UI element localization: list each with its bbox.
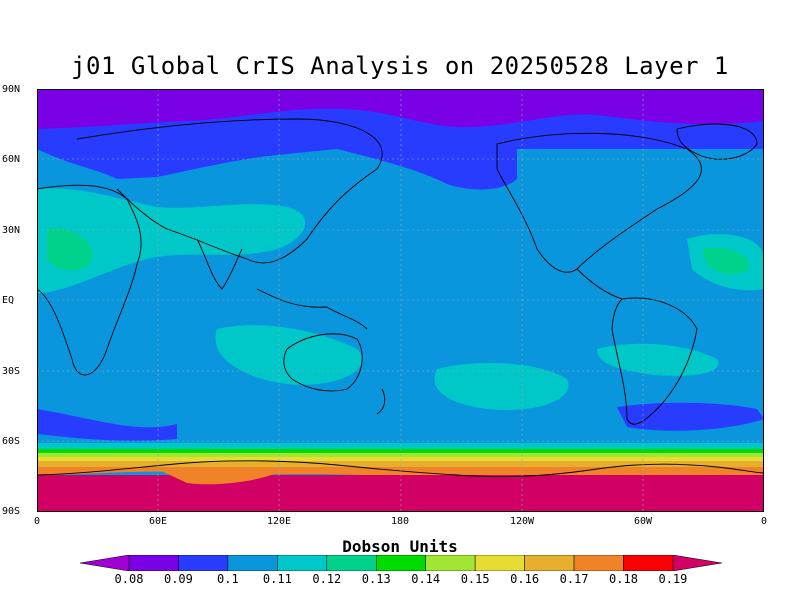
global-ozone-map [37, 89, 764, 512]
colorbar-box [623, 555, 674, 571]
colorbar-tick-label: 0.12 [312, 572, 342, 586]
lon-label-120w: 120W [509, 516, 535, 527]
colorbar-tick-label: 0.17 [559, 572, 589, 586]
lat-label-90s: 90S [2, 506, 21, 517]
field-southern-low [37, 409, 177, 441]
lat-label-60s: 60S [2, 436, 21, 447]
colorbar-box [128, 555, 179, 571]
colorbar-tick-label: 0.18 [609, 572, 638, 586]
colorbar-box [277, 555, 328, 571]
coastlines [37, 118, 764, 478]
field-asia-africa-high [37, 188, 306, 294]
colorbar-tick-label: 0.13 [361, 572, 391, 586]
lat-label-60n: 60N [2, 154, 21, 165]
lon-label-60e: 60E [148, 516, 168, 527]
map-title: j01 Global CrIS Analysis on 20250528 Lay… [71, 52, 729, 80]
colorbar-box [376, 555, 426, 571]
colorbar-box [326, 555, 377, 571]
field-antarctica [37, 475, 764, 512]
lat-label-eq: EQ [2, 295, 15, 306]
map-frame [37, 89, 764, 512]
colorbar-box [178, 555, 229, 571]
colorbar [80, 555, 722, 571]
lon-label-0-right: 0 [760, 516, 768, 527]
colorbar-tick-label: 0.19 [658, 572, 688, 586]
lon-label-0-left: 0 [33, 516, 41, 527]
colorbar-title: Dobson Units [342, 537, 458, 556]
lat-label-90n: 90N [2, 84, 21, 95]
colorbar-tick-label: 0.09 [163, 572, 193, 586]
colorbar-box [227, 555, 278, 571]
colorbar-underflow [80, 555, 130, 571]
colorbar-box [474, 555, 525, 571]
lon-label-120e: 120E [266, 516, 292, 527]
colorbar-tick-label: 0.15 [460, 572, 490, 586]
lat-label-30s: 30S [2, 366, 21, 377]
colorbar-box [524, 555, 575, 571]
field-arctic [37, 89, 764, 129]
colorbar-tick-label: 0.16 [510, 572, 540, 586]
colorbar-tick-label: 0.11 [262, 572, 292, 586]
graticule [37, 89, 764, 512]
lon-label-60w: 60W [633, 516, 653, 527]
lon-label-180: 180 [390, 516, 410, 527]
colorbar-box [573, 555, 624, 571]
field-southern-patch [215, 325, 363, 385]
colorbar-overflow [672, 555, 722, 571]
colorbar-tick-label: 0.14 [411, 572, 441, 586]
colorbar-tick-label: 0.1 [217, 572, 239, 586]
lat-label-30n: 30N [2, 225, 21, 236]
colorbar-tick-label: 0.08 [114, 572, 144, 586]
colorbar-box [425, 555, 476, 571]
